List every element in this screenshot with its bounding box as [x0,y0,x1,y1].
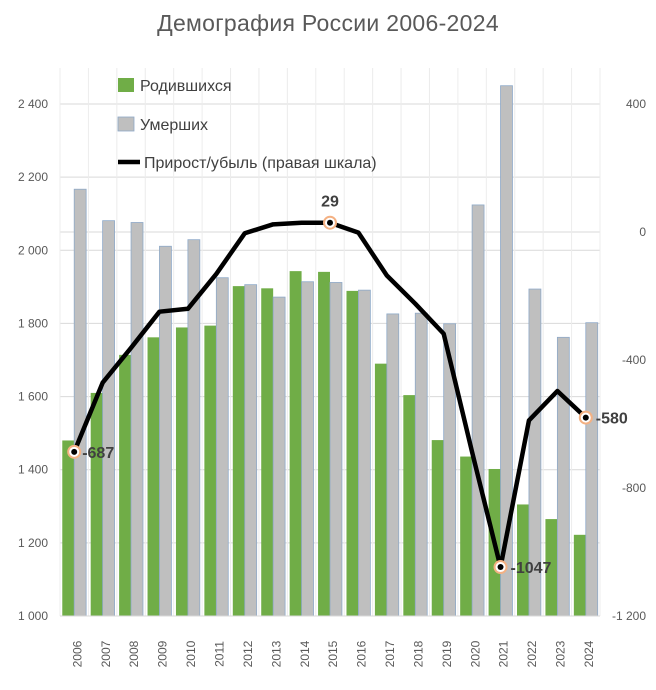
marker-dot [327,219,333,226]
x-tick-label: 2018 [411,640,425,667]
bar-births [261,288,274,616]
bar-births [147,337,160,616]
bar-births [431,440,444,616]
bar-deaths [556,336,570,617]
bar-births [232,286,245,616]
net-change-line: -687 29 -1047 -580 [67,194,628,577]
x-tick-label: 2013 [269,640,283,667]
bar-births [573,534,586,616]
x-tick-label: 2024 [582,640,596,667]
y-left-tick-label: 1 800 [18,316,48,330]
data-label: -687 [82,445,114,462]
bar-deaths [130,222,144,617]
bar-deaths [244,284,258,617]
bar-births [517,504,529,616]
y-left-tick-label: 2 000 [18,243,48,257]
bar-deaths [414,312,428,617]
bar-births [318,271,330,616]
y-right-tick-label: -400 [622,353,646,367]
bar-deaths [102,220,115,617]
y-right-tick-label: -1 200 [612,609,646,623]
legend-swatch [118,78,134,92]
y-left-tick-label: 1 400 [18,463,48,477]
bar-births [175,327,188,616]
bar-births [545,519,558,616]
y-right-tick-label: -800 [622,481,646,495]
x-tick-label: 2012 [241,640,255,667]
bar-births [460,456,473,616]
legend-swatch [117,116,135,132]
x-tick-label: 2023 [554,640,568,667]
x-tick-label: 2022 [525,640,539,667]
bar-deaths [585,322,599,617]
x-tick-label: 2016 [355,640,369,667]
bar-births [403,395,416,616]
bar-deaths [386,313,400,617]
x-tick-label: 2011 [212,641,226,667]
y-left-tick-label: 1 200 [18,536,48,550]
y-left-tick-label: 2 400 [18,97,48,111]
bar-deaths [301,281,314,617]
bar-births [289,271,302,616]
x-tick-label: 2007 [99,640,113,667]
data-label: -580 [596,411,628,428]
bar-deaths [329,282,343,617]
legend: Родившихся Умерших Прирост/убыль (правая ш… [117,78,377,172]
x-tick-label: 2019 [440,640,454,667]
axes: 1 000 1 200 1 400 1 600 1 800 2 000 2 200 2 400… [18,97,646,667]
bar-births [204,325,217,616]
y-left-tick-label: 1 600 [18,390,48,404]
legend-label: Умерших [140,117,208,134]
marker-dot [71,448,78,455]
bar-deaths [73,188,87,617]
y-right-tick-label: 400 [626,97,646,111]
bar-deaths [272,296,286,617]
bar-deaths [471,204,485,617]
x-tick-label: 2009 [156,640,170,667]
bar-births [346,290,359,616]
marker-dot [582,414,589,421]
legend-label: Родившихся [140,78,232,95]
marker-dot [497,564,504,571]
bar-deaths [159,245,172,617]
bar-births [62,440,75,616]
bar-births [119,354,132,616]
bars [62,85,599,617]
x-tick-label: 2017 [383,640,397,667]
x-tick-label: 2020 [468,640,482,667]
bar-births [90,392,103,616]
x-tick-label: 2015 [326,640,340,667]
x-tick-label: 2014 [298,640,312,667]
y-left-tick-label: 1 000 [18,609,48,623]
bar-deaths [215,277,229,617]
x-tick-label: 2006 [70,640,84,667]
y-right-tick-label: 0 [639,225,646,239]
x-tick-label: 2010 [184,640,198,667]
bar-births [374,363,387,616]
bar-deaths [358,289,371,617]
data-label: -1047 [511,560,552,577]
chart-title: Демография России 2006-2024 [157,10,499,36]
legend-label: Прирост/убыль (правая шкала) [144,155,377,172]
y-left-tick-label: 2 200 [18,170,48,184]
data-label: 29 [321,194,339,211]
x-tick-label: 2008 [127,640,141,667]
x-tick-label: 2021 [497,640,511,667]
